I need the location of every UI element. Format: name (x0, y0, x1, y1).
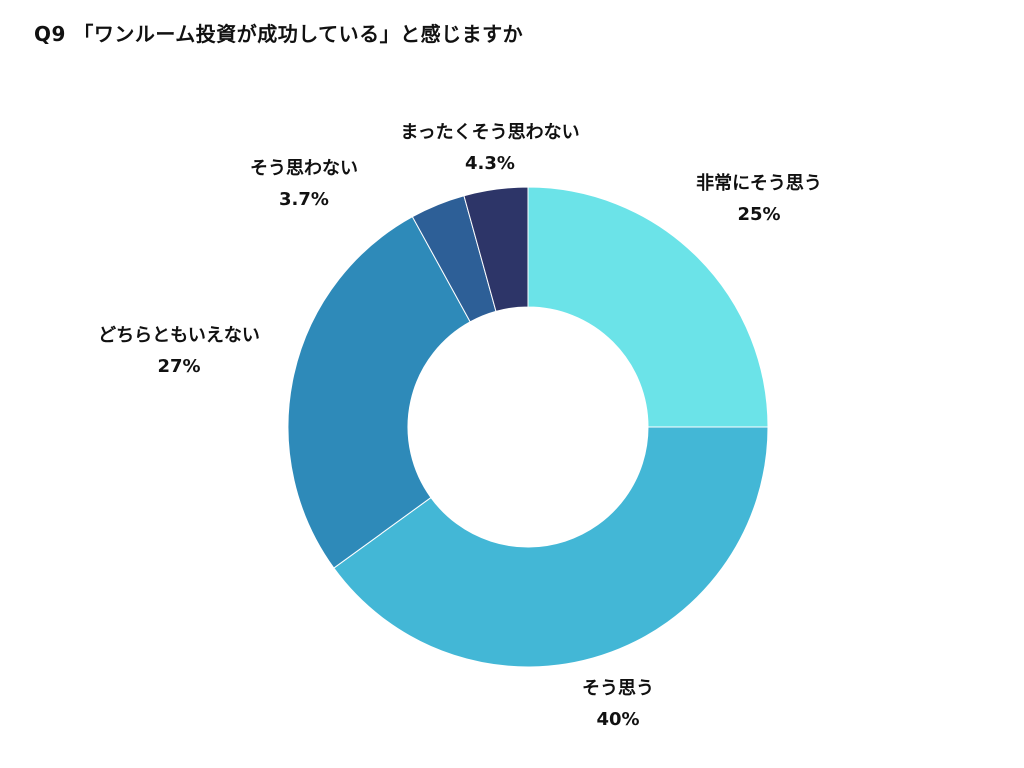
slice-label-name: そう思う (582, 678, 654, 699)
slice-very-agree (527, 186, 769, 428)
slice-label-name: まったくそう思わない (400, 122, 580, 143)
slice-label-value: 40% (596, 709, 640, 730)
slice-label-name: どちらともいえない (98, 325, 260, 346)
slice-label-name: そう思わない (250, 158, 358, 179)
slice-label-strongly-disagree: まったくそう思わない 4.3% (400, 117, 579, 179)
slice-label-value: 25% (737, 204, 781, 225)
slice-neutral (287, 216, 471, 569)
slice-label-value: 3.7% (279, 189, 329, 210)
slice-agree (333, 426, 769, 668)
slice-label-very-agree: 非常にそう思う 25% (696, 168, 822, 230)
chart-title: Q9 「ワンルーム投資が成功している」と感じますか (34, 22, 524, 46)
slice-label-value: 27% (157, 356, 201, 377)
slice-label-name: 非常にそう思う (696, 173, 822, 194)
slice-strongly-disagree (463, 186, 529, 312)
slice-label-agree: そう思う 40% (582, 673, 654, 735)
slice-label-disagree: そう思わない 3.7% (250, 153, 358, 215)
slice-label-value: 4.3% (465, 153, 515, 174)
slice-label-neutral: どちらともいえない 27% (98, 320, 260, 382)
